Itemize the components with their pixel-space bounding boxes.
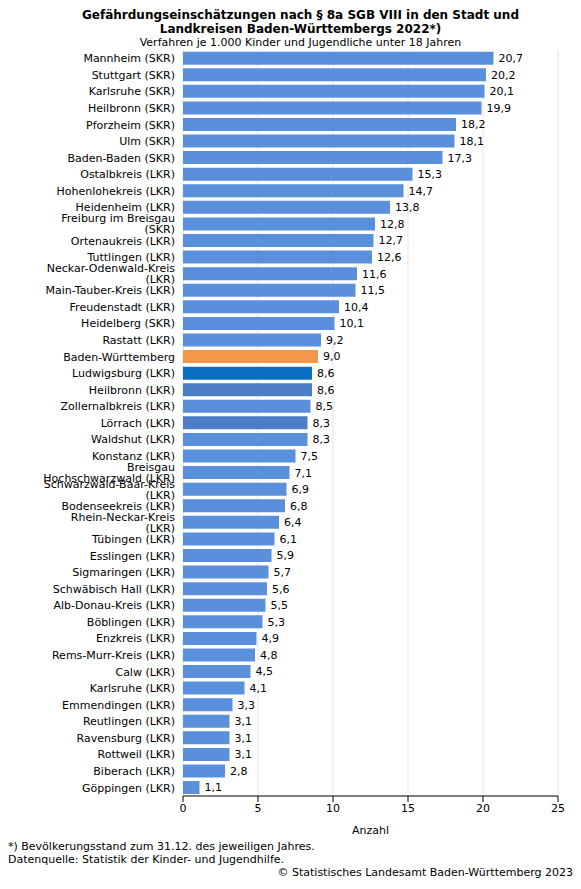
svg-text:9,2: 9,2 (326, 334, 344, 347)
svg-text:Neckar-Odenwald-Kreis(LKR): Neckar-Odenwald-Kreis(LKR) (47, 262, 175, 286)
svg-text:25: 25 (551, 802, 565, 815)
svg-text:Alb-Donau-Kreis (LKR): Alb-Donau-Kreis (LKR) (54, 599, 176, 612)
svg-text:Ravensburg (LKR): Ravensburg (LKR) (77, 732, 175, 745)
svg-text:4,8: 4,8 (260, 649, 278, 662)
svg-text:Karlsruhe (SKR): Karlsruhe (SKR) (89, 85, 175, 98)
svg-text:8,6: 8,6 (317, 367, 335, 380)
svg-text:Ludwigsburg (LKR): Ludwigsburg (LKR) (72, 367, 175, 380)
svg-text:10,1: 10,1 (340, 317, 365, 330)
svg-text:6,9: 6,9 (292, 483, 310, 496)
svg-text:17,3: 17,3 (448, 152, 473, 165)
svg-text:Heilbronn (LKR): Heilbronn (LKR) (89, 384, 175, 397)
svg-text:6,4: 6,4 (284, 516, 302, 529)
svg-text:Zollernalbkreis (LKR): Zollernalbkreis (LKR) (61, 400, 176, 413)
svg-text:Sigmaringen (LKR): Sigmaringen (LKR) (72, 566, 175, 579)
svg-text:19,9: 19,9 (487, 102, 512, 115)
svg-text:Heilbronn (SKR): Heilbronn (SKR) (88, 102, 175, 115)
svg-text:Ortenaukreis (LKR): Ortenaukreis (LKR) (71, 235, 175, 248)
svg-text:Ostalbkreis (LKR): Ostalbkreis (LKR) (80, 168, 175, 181)
svg-text:Hohenlohekreis (LKR): Hohenlohekreis (LKR) (56, 185, 175, 198)
svg-text:10,4: 10,4 (344, 301, 369, 314)
svg-text:Enzkreis (LKR): Enzkreis (LKR) (96, 632, 175, 645)
svg-text:8,3: 8,3 (313, 433, 331, 446)
svg-text:8,6: 8,6 (317, 384, 335, 397)
svg-text:8,5: 8,5 (316, 400, 334, 413)
svg-text:Anzahl: Anzahl (352, 824, 389, 837)
svg-text:Freiburg im Breisgau(SKR): Freiburg im Breisgau(SKR) (61, 212, 175, 236)
svg-text:15: 15 (401, 802, 415, 815)
svg-text:5,6: 5,6 (272, 583, 290, 596)
svg-text:18,2: 18,2 (461, 118, 486, 131)
svg-text:7,5: 7,5 (301, 450, 319, 463)
svg-text:14,7: 14,7 (409, 185, 434, 198)
svg-text:5: 5 (255, 802, 262, 815)
svg-text:20,1: 20,1 (490, 85, 515, 98)
svg-text:2,8: 2,8 (230, 765, 248, 778)
svg-text:Biberach (LKR): Biberach (LKR) (93, 765, 175, 778)
svg-text:6,1: 6,1 (280, 533, 298, 546)
svg-text:Rhein-Neckar-Kreis(LKR): Rhein-Neckar-Kreis(LKR) (71, 511, 175, 535)
svg-text:5,3: 5,3 (268, 616, 286, 629)
svg-text:15,3: 15,3 (418, 168, 443, 181)
svg-text:12,7: 12,7 (379, 234, 404, 247)
svg-text:3,1: 3,1 (235, 748, 253, 761)
svg-text:Emmendingen (LKR): Emmendingen (LKR) (62, 699, 175, 712)
svg-text:Mannheim (SKR): Mannheim (SKR) (83, 52, 175, 65)
svg-text:5,9: 5,9 (277, 549, 295, 562)
svg-text:Pforzheim (SKR): Pforzheim (SKR) (86, 119, 175, 132)
svg-text:3,1: 3,1 (235, 715, 253, 728)
svg-text:Rastatt (LKR): Rastatt (LKR) (102, 334, 175, 347)
svg-text:5,5: 5,5 (271, 599, 289, 612)
svg-text:20: 20 (476, 802, 490, 815)
svg-text:5,7: 5,7 (274, 566, 292, 579)
svg-text:8,3: 8,3 (313, 417, 331, 430)
svg-text:4,5: 4,5 (256, 665, 274, 678)
svg-text:Schwäbisch Hall (LKR): Schwäbisch Hall (LKR) (53, 583, 175, 596)
svg-text:Freudenstadt (LKR): Freudenstadt (LKR) (70, 301, 175, 314)
svg-text:Ulm (SKR): Ulm (SKR) (119, 135, 175, 148)
svg-text:10: 10 (326, 802, 340, 815)
svg-text:Baden-Baden (SKR): Baden-Baden (SKR) (67, 152, 175, 165)
svg-text:11,5: 11,5 (361, 284, 386, 297)
svg-text:4,9: 4,9 (262, 632, 280, 645)
svg-text:9,0: 9,0 (323, 350, 341, 363)
svg-text:6,8: 6,8 (290, 500, 308, 513)
svg-text:Karlsruhe (LKR): Karlsruhe (LKR) (90, 682, 175, 695)
svg-text:20,2: 20,2 (491, 69, 516, 82)
svg-text:12,6: 12,6 (377, 251, 402, 264)
svg-text:20,7: 20,7 (499, 52, 524, 65)
svg-text:Tübingen (LKR): Tübingen (LKR) (91, 533, 175, 546)
svg-text:Schwarzwald-Baar-Kreis(LKR): Schwarzwald-Baar-Kreis(LKR) (44, 478, 176, 502)
svg-text:4,1: 4,1 (250, 682, 268, 695)
svg-text:13,8: 13,8 (395, 201, 420, 214)
svg-text:Baden-Württemberg: Baden-Württemberg (63, 351, 175, 364)
svg-text:Heidelberg (SKR): Heidelberg (SKR) (81, 317, 175, 330)
svg-text:Göppingen (LKR): Göppingen (LKR) (82, 782, 175, 795)
svg-text:18,1: 18,1 (460, 135, 485, 148)
svg-text:Lörrach (LKR): Lörrach (LKR) (101, 417, 175, 430)
svg-text:Stuttgart (SKR): Stuttgart (SKR) (92, 69, 175, 82)
svg-text:Rottweil (LKR): Rottweil (LKR) (98, 748, 175, 761)
svg-text:1,1: 1,1 (205, 781, 223, 794)
svg-text:11,6: 11,6 (362, 268, 387, 281)
svg-text:12,8: 12,8 (380, 218, 405, 231)
svg-text:Calw (LKR): Calw (LKR) (115, 666, 175, 679)
svg-text:Main-Tauber-Kreis (LKR): Main-Tauber-Kreis (LKR) (46, 284, 175, 297)
svg-text:Rems-Murr-Kreis (LKR): Rems-Murr-Kreis (LKR) (52, 649, 175, 662)
svg-text:0: 0 (180, 802, 187, 815)
svg-text:3,1: 3,1 (235, 732, 253, 745)
svg-text:Reutlingen (LKR): Reutlingen (LKR) (83, 715, 175, 728)
svg-text:3,3: 3,3 (238, 699, 256, 712)
svg-text:7,1: 7,1 (295, 467, 313, 480)
svg-text:Böblingen (LKR): Böblingen (LKR) (87, 616, 175, 629)
svg-text:Waldshut (LKR): Waldshut (LKR) (91, 433, 175, 446)
svg-text:Esslingen (LKR): Esslingen (LKR) (90, 550, 175, 563)
